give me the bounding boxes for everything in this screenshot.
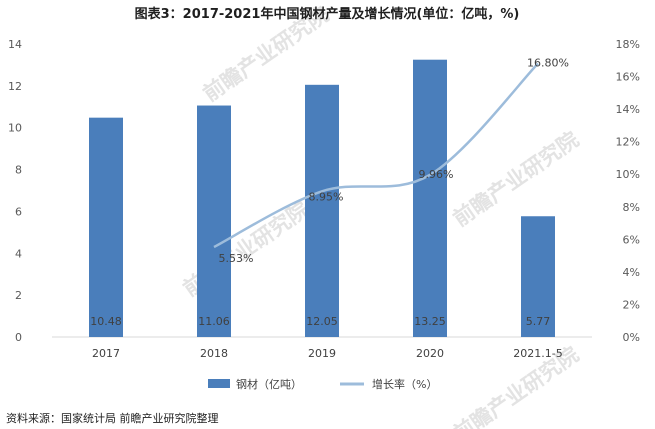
right-tick-label: 0%: [623, 331, 640, 344]
right-tick-label: 4%: [623, 266, 640, 279]
left-tick-label: 6: [15, 205, 22, 218]
category-label: 2019: [308, 347, 336, 360]
left-tick-label: 0: [15, 331, 22, 344]
legend-bar-swatch: [208, 379, 230, 388]
legend-bar-label: 钢材（亿吨）: [236, 377, 302, 391]
x-axis-categories: 2017 2018 2019 2020 2021.1-5: [92, 347, 563, 360]
bar-value-label: 13.25: [414, 315, 446, 328]
left-axis: 0 2 4 6 8 10 12 14: [8, 38, 22, 344]
right-tick-label: 12%: [616, 136, 640, 149]
category-label: 2020: [416, 347, 444, 360]
left-tick-label: 10: [8, 122, 22, 135]
legend-line-label: 增长率（%）: [372, 377, 437, 391]
right-tick-label: 6%: [623, 233, 640, 246]
bar-2020: [413, 59, 447, 337]
bar-value-label: 12.05: [306, 315, 338, 328]
right-tick-label: 10%: [616, 168, 640, 181]
bar-2017: [89, 117, 123, 337]
bar-value-label: 5.77: [526, 315, 551, 328]
bar-2021.1-5: [521, 216, 555, 337]
category-label: 2018: [200, 347, 228, 360]
bar-value-label: 11.06: [198, 315, 230, 328]
legend: 钢材（亿吨） 增长率（%）: [208, 377, 437, 391]
left-tick-label: 12: [8, 80, 22, 93]
bar-2018: [197, 105, 231, 337]
left-tick-label: 2: [15, 289, 22, 302]
left-tick-label: 14: [8, 38, 22, 51]
category-label: 2017: [92, 347, 120, 360]
right-tick-label: 16%: [616, 71, 640, 84]
right-tick-label: 18%: [616, 38, 640, 51]
source-note: 资料来源：国家统计局 前瞻产业研究院整理: [6, 411, 219, 425]
line-value-label: 16.80%: [527, 57, 569, 70]
left-tick-label: 8: [15, 164, 22, 177]
right-axis: 0% 2% 4% 6% 8% 10% 12% 14% 16% 18%: [616, 38, 640, 344]
chart-title: 图表3：2017-2021年中国钢材产量及增长情况(单位：亿吨，%): [135, 6, 520, 22]
bar-2019: [305, 84, 339, 337]
line-value-label: 8.95%: [309, 190, 344, 203]
line-value-label: 5.53%: [219, 252, 254, 265]
line-data-labels: 5.53% 8.95% 9.96% 16.80%: [219, 57, 569, 265]
growth-rate-line: [213, 62, 539, 249]
left-tick-label: 4: [15, 247, 22, 260]
bar-series: [89, 59, 555, 337]
right-tick-label: 8%: [623, 201, 640, 214]
bar-value-label: 10.48: [90, 315, 122, 328]
bar-data-labels: 10.48 11.06 12.05 13.25 5.77: [90, 315, 550, 328]
right-tick-label: 2%: [623, 298, 640, 311]
line-value-label: 9.96%: [419, 168, 454, 181]
right-tick-label: 14%: [616, 103, 640, 116]
category-label: 2021.1-5: [513, 347, 562, 360]
